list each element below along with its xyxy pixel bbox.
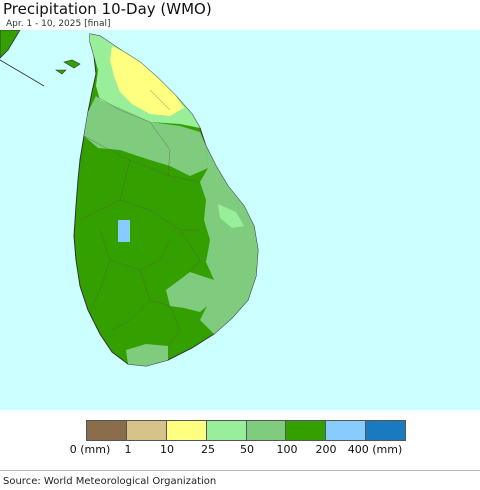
- legend-label-2: 10: [160, 443, 174, 456]
- zone-10-25: [110, 46, 184, 116]
- legend-label-3: 25: [201, 443, 215, 456]
- zone-50-100-south: [126, 344, 168, 366]
- legend-labels: 0 (mm) 1 10 25 50 100 200 400 (mm): [0, 443, 480, 457]
- legend-label-6: 200: [315, 443, 337, 456]
- zone-50-100-east: [200, 146, 258, 334]
- legend-swatch-5: [286, 421, 327, 440]
- india-coast-line: [0, 59, 45, 87]
- legend-label-0: 0 (mm): [69, 443, 111, 456]
- legend-color-bar: [86, 420, 406, 441]
- map-title: Precipitation 10-Day (WMO): [3, 0, 212, 18]
- legend-label-4: 50: [240, 443, 254, 456]
- precipitation-map: [0, 30, 480, 410]
- map-subtitle: Apr. 1 - 10, 2025 [final]: [6, 19, 111, 29]
- india-coast: [0, 30, 21, 59]
- legend-swatch-2: [166, 421, 207, 440]
- mannar-islands: [55, 59, 81, 75]
- legend-swatch-1: [126, 421, 167, 440]
- legend-swatch-4: [246, 421, 287, 440]
- zone-50-100-southeast: [166, 272, 214, 312]
- source-credit: Source: World Meteorological Organizatio…: [3, 476, 217, 487]
- zone-25-50-east: [218, 204, 244, 228]
- zone-50-100-north: [84, 96, 208, 176]
- legend-swatch-0: [87, 421, 127, 440]
- footer-divider: [0, 470, 480, 471]
- legend-swatch-6: [326, 421, 367, 440]
- zone-200-400: [118, 220, 130, 242]
- legend-label-7: 400 (mm): [347, 443, 403, 456]
- legend-swatch-7: [366, 421, 405, 440]
- legend-label-1: 1: [124, 443, 132, 456]
- legend-label-5: 100: [276, 443, 298, 456]
- district-boundaries: [79, 89, 201, 347]
- legend-swatch-3: [206, 421, 247, 440]
